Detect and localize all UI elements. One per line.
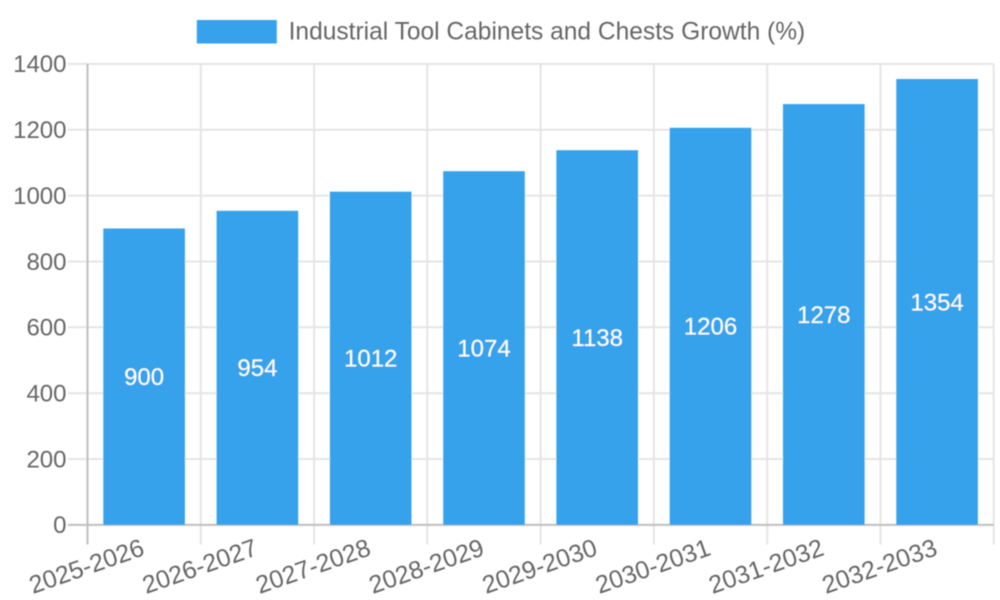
svg-text:0: 0 — [53, 512, 66, 539]
svg-text:1138: 1138 — [571, 325, 623, 352]
svg-text:954: 954 — [237, 355, 277, 382]
svg-text:600: 600 — [26, 315, 66, 342]
svg-text:1074: 1074 — [457, 335, 510, 362]
svg-text:1012: 1012 — [344, 346, 397, 373]
svg-text:1354: 1354 — [910, 289, 963, 316]
svg-text:1000: 1000 — [13, 183, 66, 210]
svg-text:1400: 1400 — [13, 51, 66, 78]
svg-text:1278: 1278 — [797, 302, 850, 329]
svg-text:1206: 1206 — [684, 314, 737, 341]
svg-text:200: 200 — [26, 446, 66, 473]
svg-text:Industrial Tool Cabinets and C: Industrial Tool Cabinets and Chests Grow… — [289, 18, 806, 45]
svg-text:800: 800 — [26, 249, 66, 276]
svg-text:1200: 1200 — [13, 117, 66, 144]
svg-text:400: 400 — [26, 381, 66, 408]
svg-text:900: 900 — [124, 364, 164, 391]
